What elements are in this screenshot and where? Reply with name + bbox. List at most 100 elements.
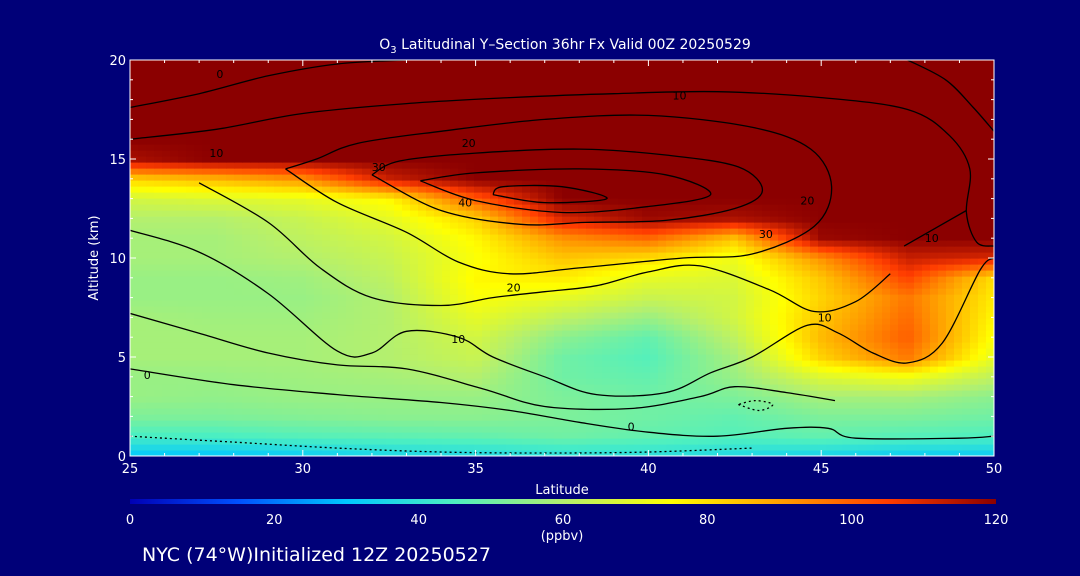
heatmap-cell <box>506 318 515 325</box>
heatmap-cell <box>746 432 755 439</box>
heatmap-cell <box>394 360 403 367</box>
heatmap-cell <box>802 426 811 433</box>
heatmap-cell <box>586 246 595 253</box>
heatmap-cell <box>402 360 411 367</box>
heatmap-cell <box>858 354 867 361</box>
heatmap-cell <box>290 240 299 247</box>
heatmap-cell <box>794 228 803 235</box>
heatmap-cell <box>626 378 635 385</box>
heatmap-cell <box>818 450 827 456</box>
heatmap-cell <box>650 294 659 301</box>
heatmap-cell <box>802 318 811 325</box>
heatmap-cell <box>474 396 483 403</box>
heatmap-cell <box>706 222 715 229</box>
heatmap-cell <box>898 258 907 265</box>
heatmap-cell <box>786 336 795 343</box>
heatmap-cell <box>514 438 523 445</box>
heatmap-cell <box>818 270 827 277</box>
heatmap-cell <box>162 258 171 265</box>
heatmap-cell <box>226 282 235 289</box>
heatmap-cell <box>730 264 739 271</box>
heatmap-cell <box>506 276 515 283</box>
heatmap-cell <box>338 396 347 403</box>
heatmap-cell <box>706 426 715 433</box>
heatmap-cell <box>450 318 459 325</box>
heatmap-cell <box>394 252 403 259</box>
heatmap-cell <box>522 390 531 397</box>
heatmap-cell <box>514 234 523 241</box>
heatmap-cell <box>834 300 843 307</box>
heatmap-cell <box>202 318 211 325</box>
heatmap-cell <box>842 186 851 193</box>
heatmap-cell <box>282 426 291 433</box>
heatmap-cell <box>410 384 419 391</box>
heatmap-cell <box>546 222 555 229</box>
heatmap-cell <box>770 198 779 205</box>
heatmap-cell <box>482 234 491 241</box>
heatmap-cell <box>314 270 323 277</box>
heatmap-cell <box>330 330 339 337</box>
heatmap-cell <box>914 360 923 367</box>
heatmap-cell <box>698 222 707 229</box>
heatmap-cell <box>954 270 963 277</box>
heatmap-cell <box>522 288 531 295</box>
heatmap-cell <box>850 234 859 241</box>
heatmap-cell <box>674 186 683 193</box>
heatmap-cell <box>602 276 611 283</box>
heatmap-cell <box>234 330 243 337</box>
heatmap-cell <box>538 276 547 283</box>
heatmap-cell <box>698 342 707 349</box>
heatmap-cell <box>226 312 235 319</box>
heatmap-cell <box>386 378 395 385</box>
heatmap-cell <box>194 438 203 445</box>
heatmap-cell <box>746 336 755 343</box>
heatmap-cell <box>826 360 835 367</box>
heatmap-cell <box>786 354 795 361</box>
heatmap-cell <box>474 306 483 313</box>
heatmap-cell <box>858 330 867 337</box>
heatmap-cell <box>986 300 994 307</box>
heatmap-cell <box>586 312 595 319</box>
heatmap-cell <box>810 210 819 217</box>
heatmap-cell <box>458 252 467 259</box>
heatmap-cell <box>570 312 579 319</box>
heatmap-cell <box>738 420 747 427</box>
heatmap-cell <box>906 348 915 355</box>
heatmap-cell <box>898 342 907 349</box>
heatmap-cell <box>218 360 227 367</box>
heatmap-cell <box>706 366 715 373</box>
heatmap-cell <box>714 318 723 325</box>
heatmap-cell <box>386 282 395 289</box>
heatmap-cell <box>898 288 907 295</box>
heatmap-cell <box>626 396 635 403</box>
heatmap-cell <box>866 234 875 241</box>
heatmap-cell <box>450 216 459 223</box>
heatmap-cell <box>210 318 219 325</box>
heatmap-cell <box>714 450 723 456</box>
heatmap-cell <box>762 414 771 421</box>
heatmap-cell <box>354 330 363 337</box>
heatmap-cell <box>690 318 699 325</box>
heatmap-cell <box>834 342 843 349</box>
heatmap-cell <box>674 210 683 217</box>
heatmap-cell <box>578 336 587 343</box>
heatmap-cell <box>898 234 907 241</box>
heatmap-cell <box>730 330 739 337</box>
heatmap-cell <box>218 252 227 259</box>
heatmap-cell <box>930 192 939 199</box>
heatmap-cell <box>498 390 507 397</box>
heatmap-cell <box>786 366 795 373</box>
heatmap-cell <box>290 390 299 397</box>
heatmap-cell <box>234 240 243 247</box>
heatmap-cell <box>570 270 579 277</box>
heatmap-cell <box>922 210 931 217</box>
heatmap-cell <box>178 240 187 247</box>
heatmap-cell <box>626 366 635 373</box>
heatmap-cell <box>282 204 291 211</box>
heatmap-cell <box>194 264 203 271</box>
heatmap-cell <box>330 282 339 289</box>
heatmap-cell <box>138 186 147 193</box>
heatmap-cell <box>810 360 819 367</box>
heatmap-cell <box>442 444 451 451</box>
heatmap-cell <box>642 276 651 283</box>
